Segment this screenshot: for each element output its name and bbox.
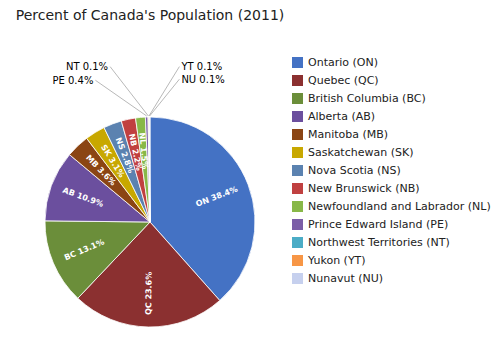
data-label: NL 1.5% (137, 132, 149, 169)
legend-swatch (292, 75, 303, 86)
pie-slice (149, 117, 151, 222)
legend-swatch (292, 219, 303, 230)
legend-swatch (292, 93, 303, 104)
data-label: YT 0.1% (180, 61, 222, 72)
legend-item: Newfoundland and Labrador (NL) (292, 200, 491, 213)
legend-item: Prince Edward Island (PE) (292, 218, 448, 231)
legend-swatch (292, 255, 303, 266)
leader-line (150, 79, 180, 116)
data-label: QC 23.6% (144, 272, 154, 315)
legend-item: Nova Scotia (NS) (292, 164, 401, 177)
legend-item: Quebec (QC) (292, 74, 379, 87)
legend-item: Nunavut (NU) (292, 272, 383, 285)
legend-label: Ontario (ON) (308, 56, 378, 69)
legend-label: Alberta (AB) (308, 110, 375, 123)
legend-label: British Columbia (BC) (308, 92, 426, 105)
legend-item: British Columbia (BC) (292, 92, 426, 105)
legend-label: New Brunswick (NB) (308, 182, 420, 195)
legend-item: Manitoba (MB) (292, 128, 388, 141)
legend-swatch (292, 165, 303, 176)
legend-label: Nunavut (NU) (308, 272, 383, 285)
data-label: PE 0.4% (52, 75, 93, 86)
data-label: ON 38.4% (195, 185, 239, 209)
legend-label: Newfoundland and Labrador (NL) (308, 200, 491, 213)
legend-swatch (292, 183, 303, 194)
pie-slice (148, 117, 150, 222)
legend-swatch (292, 273, 303, 284)
legend-swatch (292, 237, 303, 248)
legend-swatch (292, 129, 303, 140)
leader-line (95, 80, 146, 116)
leader-line (149, 67, 179, 116)
legend-swatch (292, 147, 303, 158)
data-label: NU 0.1% (181, 74, 224, 85)
data-labels: ON 38.4%QC 23.6%BC 13.1%AB 10.9%MB 3.6%S… (52, 61, 238, 315)
legend-item: Ontario (ON) (292, 56, 378, 69)
pie (45, 117, 255, 327)
legend-item: New Brunswick (NB) (292, 182, 420, 195)
data-label: AB 10.9% (61, 186, 104, 209)
data-label: NT 0.1% (66, 61, 108, 72)
legend-label: Nova Scotia (NS) (308, 164, 401, 177)
legend-label: Northwest Territories (NT) (308, 236, 450, 249)
legend-label: Yukon (YT) (307, 254, 366, 267)
legend-label: Saskatchewan (SK) (308, 146, 413, 159)
legend-item: Saskatchewan (SK) (292, 146, 413, 159)
legend-item: Northwest Territories (NT) (292, 236, 450, 249)
leader-line (110, 67, 148, 116)
chart: Percent of Canada's Population (2011) ON … (0, 0, 500, 338)
legend-swatch (292, 57, 303, 68)
legend-item: Yukon (YT) (292, 254, 366, 267)
legend-swatch (292, 111, 303, 122)
legend-item: Alberta (AB) (292, 110, 375, 123)
legend-label: Manitoba (MB) (308, 128, 388, 141)
legend: Ontario (ON) Quebec (QC) British Columbia … (292, 56, 491, 285)
legend-label: Prince Edward Island (PE) (308, 218, 448, 231)
pie-slice (45, 221, 150, 298)
legend-swatch (292, 201, 303, 212)
data-label: BC 13.1% (63, 237, 106, 262)
legend-label: Quebec (QC) (308, 74, 379, 87)
title: Percent of Canada's Population (2011) (16, 7, 285, 23)
pie-slice (149, 117, 150, 222)
